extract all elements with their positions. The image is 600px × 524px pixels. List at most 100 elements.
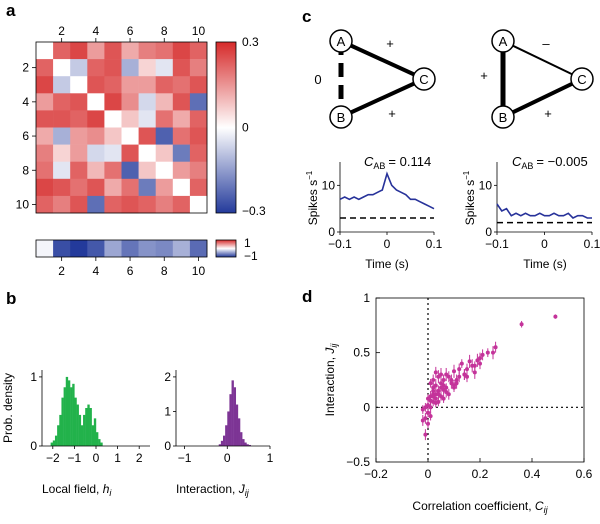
matrix-y-tick-label: 2 — [22, 61, 29, 75]
local-field-ticks: −2 −1 0 1 201 — [30, 370, 143, 465]
panel-c-right-diagram: A B C + – + — [480, 29, 594, 129]
strip-cell — [36, 240, 54, 257]
edge-bc-right — [502, 77, 583, 119]
matrix-cell — [121, 195, 139, 214]
interaction-y-tick-label: 2 — [164, 370, 171, 384]
local-field-bar — [80, 425, 84, 446]
interaction-bar — [242, 439, 245, 446]
matrix-cell — [87, 161, 105, 180]
d-x-tick-label: 0 — [425, 467, 432, 481]
cr-y-label: Spikes s−1 — [462, 170, 477, 225]
edge-bc-right-sign: + — [544, 106, 552, 121]
d-point — [449, 378, 454, 382]
matrix-cell — [104, 161, 122, 180]
matrix-cell — [53, 178, 71, 197]
matrix-cell — [172, 144, 191, 162]
local-field-y-tick-label: 0 — [30, 439, 37, 453]
matrix-cell — [53, 127, 71, 145]
matrix-cell — [121, 161, 139, 180]
d-point — [441, 396, 446, 401]
d-point — [444, 372, 449, 377]
cr-x-tick-label: 0.1 — [584, 237, 600, 251]
local-field-bar — [93, 418, 97, 446]
cl-x-tick-label: 0.1 — [426, 237, 443, 251]
matrix-y-tick-label: 4 — [22, 95, 29, 109]
d-point — [454, 381, 459, 386]
matrix-cell — [189, 144, 208, 162]
matrix-cell — [87, 76, 105, 94]
d-point — [478, 356, 482, 361]
local-field-bar — [65, 376, 69, 446]
d-point — [480, 352, 485, 357]
d-point — [426, 396, 430, 401]
matrix-cell — [87, 195, 105, 214]
matrix-y-tick-label: 8 — [22, 163, 29, 177]
panel-a-strip: 2 4 6 8 10 1−1 — [35, 236, 258, 278]
interaction-bars — [218, 380, 251, 446]
matrix-cell — [36, 195, 54, 214]
edge-ac-right — [502, 40, 583, 80]
matrix-cell — [155, 127, 174, 145]
matrix-colorbar-tick-label: 0.3 — [242, 35, 259, 49]
d-point — [423, 432, 428, 437]
node-a-right — [491, 29, 515, 53]
strip-cell — [87, 240, 105, 257]
interaction-bar — [240, 432, 243, 446]
cr-x-tick-label: −0.1 — [485, 237, 509, 251]
matrix-cell — [53, 195, 71, 214]
edge-ac-left — [340, 39, 425, 81]
strip-cell — [121, 240, 139, 257]
matrix-cell — [53, 42, 71, 60]
matrix-cell — [104, 127, 122, 145]
local-field-bar — [89, 408, 92, 446]
matrix-cell — [87, 59, 105, 77]
matrix-cell — [172, 59, 191, 77]
matrix-cell — [138, 178, 156, 197]
panel-label-d: d — [302, 287, 312, 306]
matrix-cell — [104, 76, 122, 94]
d-x-tick-label: 0.2 — [472, 467, 489, 481]
matrix-cell — [155, 93, 174, 111]
strip-cell — [172, 240, 191, 257]
matrix-cell — [70, 178, 88, 197]
d-point — [519, 322, 524, 327]
panel-b-left-histogram: −2 −1 0 1 201 Prob. density Local field, hi — [1, 370, 150, 498]
matrix-cell — [70, 76, 88, 94]
strip-frame — [35, 239, 208, 258]
matrix-cell — [138, 93, 156, 111]
node-b-right-label: B — [499, 110, 508, 125]
panel-label-c: c — [302, 7, 311, 26]
local-field-bar — [70, 387, 73, 446]
local-field-x-tick-label: −1 — [68, 451, 82, 465]
local-field-bar — [59, 414, 62, 446]
interaction-bar — [218, 444, 222, 446]
matrix-cell — [172, 178, 191, 197]
matrix-cell — [138, 161, 156, 180]
matrix-y-tick-label: 6 — [22, 129, 29, 143]
matrix-cell — [36, 144, 54, 162]
d-point — [472, 370, 477, 375]
node-a-left-label: A — [337, 34, 346, 49]
cl-y-label: Spikes s−1 — [305, 170, 320, 225]
matrix-cell — [189, 93, 208, 111]
node-b-right — [491, 105, 515, 129]
strip-x-ticks: 2 4 6 8 10 — [58, 257, 205, 278]
d-point — [426, 421, 430, 426]
matrix-cell — [189, 76, 208, 94]
matrix-cell — [36, 59, 54, 77]
strip-x-tick-label: 10 — [192, 264, 206, 278]
matrix-x-tick-label: 2 — [58, 24, 65, 38]
d-point — [444, 390, 449, 395]
matrix-cell — [87, 42, 105, 60]
matrix-cell — [104, 195, 122, 214]
matrix-cell — [87, 127, 105, 145]
local-field-bars — [50, 376, 103, 446]
matrix-cell — [121, 76, 139, 94]
local-field-bar — [67, 380, 71, 446]
matrix-cell — [36, 93, 54, 111]
strip-x-tick-label: 2 — [58, 264, 65, 278]
